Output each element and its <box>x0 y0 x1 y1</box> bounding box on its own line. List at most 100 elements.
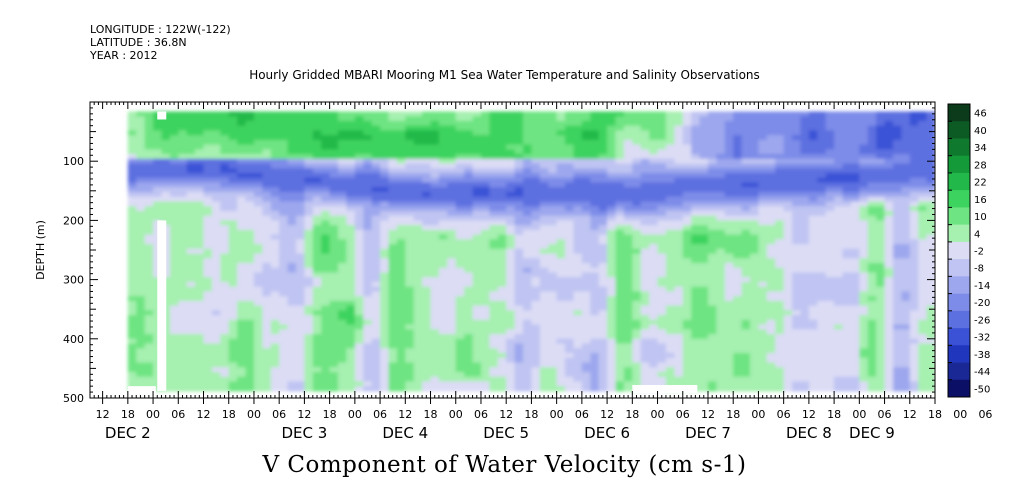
heatmap-cell <box>296 258 305 264</box>
heatmap-cell <box>153 154 163 160</box>
heatmap-cell <box>270 144 280 150</box>
heatmap-cell <box>800 196 810 202</box>
heatmap-cell <box>623 116 633 122</box>
heatmap-cell <box>699 286 709 292</box>
heatmap-cell <box>716 386 726 392</box>
heatmap-cell <box>262 182 272 188</box>
heatmap-cell <box>581 154 591 160</box>
heatmap-cell <box>363 225 373 231</box>
heatmap-cell <box>573 348 583 354</box>
heatmap-cell <box>548 201 558 207</box>
heatmap-cell <box>514 263 524 269</box>
heatmap-cell <box>615 139 625 146</box>
heatmap-cell <box>438 386 448 392</box>
heatmap-cell <box>127 305 137 311</box>
heatmap-cell <box>380 215 390 221</box>
heatmap-cell <box>708 215 717 221</box>
heatmap-cell <box>497 111 507 117</box>
heatmap-cell <box>396 111 406 117</box>
heatmap-cell <box>220 353 230 359</box>
heatmap-cell <box>825 343 835 349</box>
heatmap-cell <box>565 130 574 136</box>
heatmap-cell <box>573 234 583 240</box>
heatmap-cell <box>321 362 331 368</box>
heatmap-cell <box>144 319 154 326</box>
heatmap-cell <box>279 267 289 274</box>
heatmap-cell <box>472 315 482 321</box>
heatmap-cell <box>178 229 188 236</box>
heatmap-cell <box>775 367 785 373</box>
heatmap-cell <box>657 244 667 250</box>
heatmap-cell <box>245 192 255 198</box>
heatmap-cell <box>733 277 743 283</box>
heatmap-cell <box>708 244 717 250</box>
heatmap-cell <box>657 220 667 226</box>
heatmap-cell <box>665 201 675 207</box>
heatmap-cell <box>287 111 297 117</box>
heatmap-cell <box>203 282 213 288</box>
heatmap-cell <box>674 329 684 335</box>
heatmap-cell <box>254 244 263 250</box>
heatmap-cell <box>615 163 625 169</box>
heatmap-cell <box>455 329 465 335</box>
heatmap-cell <box>497 338 507 345</box>
heatmap-cell <box>733 258 743 264</box>
heatmap-cell <box>766 210 776 217</box>
heatmap-cell <box>346 338 356 345</box>
heatmap-cell <box>388 177 398 184</box>
heatmap-cell <box>228 267 238 274</box>
heatmap-cell <box>657 234 667 240</box>
heatmap-cell <box>665 357 675 363</box>
heatmap-cell <box>632 338 642 345</box>
heatmap-cell <box>691 168 701 174</box>
heatmap-cell <box>186 163 196 169</box>
heatmap-cell <box>304 144 314 150</box>
heatmap-cell <box>615 343 625 349</box>
heatmap-cell <box>438 239 448 245</box>
heatmap-cell <box>430 111 440 117</box>
heatmap-cell <box>447 334 457 340</box>
heatmap-cell <box>279 291 289 297</box>
heatmap-cell <box>228 239 238 245</box>
heatmap-cell <box>783 386 793 392</box>
heatmap-cell <box>489 120 499 127</box>
heatmap-cell <box>783 381 793 387</box>
heatmap-cell <box>556 229 566 236</box>
heatmap-cell <box>464 120 474 127</box>
heatmap-cell <box>514 362 524 368</box>
heatmap-cell <box>220 376 230 382</box>
heatmap-cell <box>388 381 398 387</box>
heatmap-cell <box>396 206 406 212</box>
heatmap-cell <box>304 277 314 283</box>
heatmap-cell <box>590 139 600 146</box>
heatmap-cell <box>186 362 196 368</box>
heatmap-cell <box>632 348 642 354</box>
heatmap-cell <box>481 154 490 160</box>
heatmap-cell <box>800 296 810 302</box>
heatmap-cell <box>598 244 608 250</box>
heatmap-cell <box>682 144 692 150</box>
heatmap-cell <box>691 300 701 307</box>
heatmap-cell <box>178 310 188 316</box>
heatmap-cell <box>422 386 432 392</box>
heatmap-cell <box>464 154 474 160</box>
heatmap-cell <box>388 149 398 155</box>
heatmap-cell <box>245 144 255 150</box>
heatmap-cell <box>649 338 659 345</box>
heatmap-cell <box>455 286 465 292</box>
heatmap-cell <box>287 149 297 155</box>
heatmap-cell <box>245 324 255 330</box>
heatmap-cell <box>287 272 297 278</box>
heatmap-cell <box>481 225 490 231</box>
heatmap-cell <box>203 177 213 184</box>
heatmap-cell <box>531 154 541 160</box>
heatmap-cell <box>413 305 423 311</box>
heatmap-cell <box>808 263 818 269</box>
heatmap-cell <box>775 267 785 274</box>
heatmap-cell <box>329 319 339 326</box>
heatmap-cell <box>338 277 347 283</box>
heatmap-cell <box>405 291 415 297</box>
heatmap-cell <box>649 263 659 269</box>
heatmap-cell <box>153 125 163 131</box>
heatmap-cell <box>136 192 146 198</box>
